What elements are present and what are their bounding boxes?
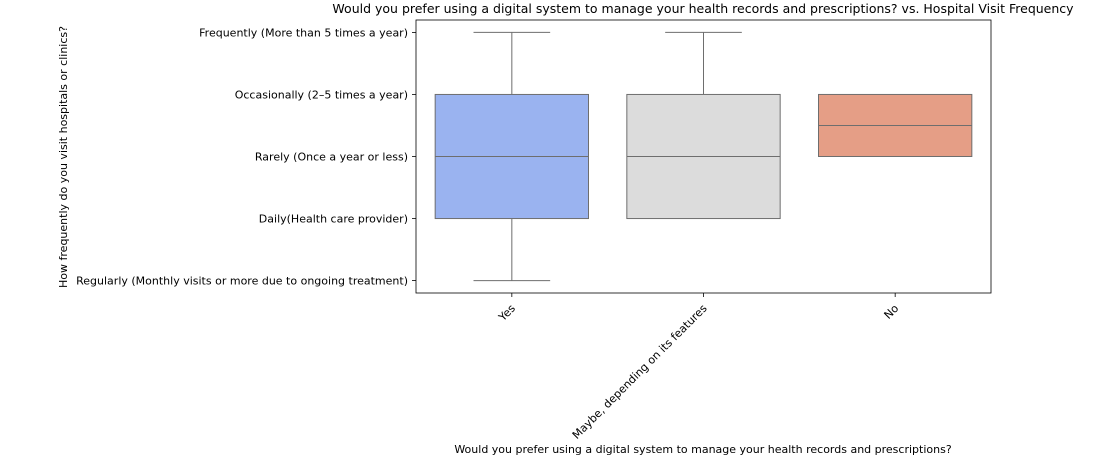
box-group-0 [434, 31, 589, 282]
y-axis-ticks: Frequently (More than 5 times a year) Occ… [76, 26, 416, 288]
x-tick-label: Yes [495, 302, 518, 325]
y-tick-label: Occasionally (2–5 times a year) [235, 88, 408, 101]
chart-title: Would you prefer using a digital system … [332, 1, 1074, 16]
y-tick-label: Rarely (Once a year or less) [255, 151, 408, 164]
box-group-2 [818, 93, 973, 157]
box-group-1 [626, 31, 781, 220]
y-tick-label: Frequently (More than 5 times a year) [199, 26, 408, 39]
boxes-layer [434, 31, 973, 282]
x-axis-ticks: Yes Maybe, depending on its features No [495, 293, 901, 442]
x-tick-label: No [882, 302, 902, 322]
y-tick-label: Daily(Health care provider) [259, 213, 408, 226]
x-axis-label: Would you prefer using a digital system … [454, 443, 951, 456]
y-tick-label: Regularly (Monthly visits or more due to… [76, 275, 408, 288]
y-axis-label: How frequently do you visit hospitals or… [57, 26, 70, 288]
x-tick-label: Maybe, depending on its features [570, 302, 710, 442]
